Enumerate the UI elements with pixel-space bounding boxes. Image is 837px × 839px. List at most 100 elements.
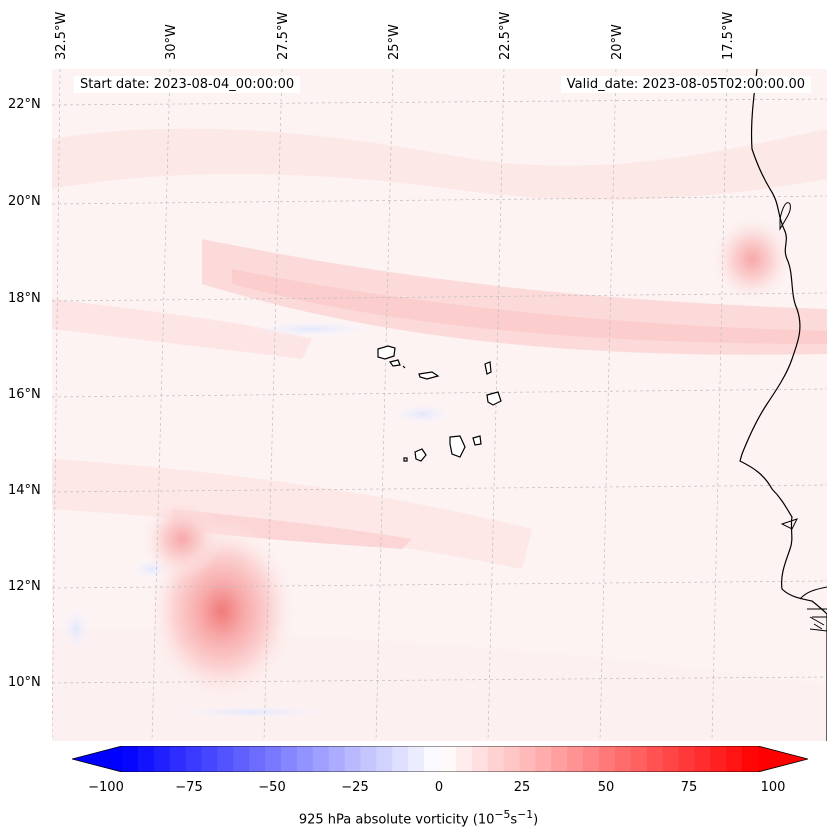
vorticity-max-coast bbox=[712, 217, 792, 301]
colorbar-segment bbox=[281, 746, 298, 772]
colorbar-segment bbox=[742, 746, 759, 772]
vorticity-streak bbox=[172, 509, 412, 549]
colorbar-tick: −25 bbox=[341, 780, 369, 795]
negative-patch bbox=[172, 706, 332, 718]
vorticity-band-north bbox=[52, 128, 827, 200]
colorbar-segment bbox=[233, 746, 250, 772]
lat-label: 14°N bbox=[8, 483, 41, 498]
colorbar-segment bbox=[440, 746, 457, 772]
lon-label: 22.5°W bbox=[498, 11, 513, 60]
lon-label: 17.5°W bbox=[721, 11, 736, 60]
colorbar-segment bbox=[137, 746, 155, 772]
map-panel[interactable] bbox=[52, 69, 827, 741]
island-fogo bbox=[414, 448, 427, 462]
colorbar-segment bbox=[153, 746, 171, 772]
island-santo-antao bbox=[377, 345, 396, 360]
colorbar-segment bbox=[503, 746, 520, 772]
vorticity-band-west bbox=[52, 299, 312, 359]
colorbar-label-exp: −1 bbox=[517, 808, 534, 821]
lat-label: 18°N bbox=[8, 291, 41, 306]
negative-patch bbox=[252, 321, 372, 337]
colorbar-segment bbox=[360, 746, 377, 772]
lat-label: 20°N bbox=[8, 194, 41, 209]
island-boa-vista bbox=[486, 391, 502, 406]
lon-label: 27.5°W bbox=[276, 11, 291, 60]
colorbar-tick: −75 bbox=[175, 780, 203, 795]
lat-label: 12°N bbox=[8, 579, 41, 594]
graticule bbox=[52, 69, 827, 741]
colorbar bbox=[72, 746, 808, 772]
vorticity-band-core bbox=[232, 269, 827, 344]
lon-label: 25°W bbox=[387, 24, 402, 60]
colorbar-extend-low bbox=[72, 746, 122, 772]
island-santa-luzia bbox=[402, 365, 406, 369]
colorbar-segment bbox=[567, 746, 584, 772]
vorticity-lobe bbox=[142, 499, 222, 579]
lat-label: 22°N bbox=[8, 97, 41, 112]
colorbar-segment bbox=[344, 746, 361, 772]
island-brava bbox=[403, 457, 408, 462]
lat-label: 16°N bbox=[8, 387, 41, 402]
colorbar-segment bbox=[710, 746, 727, 772]
colorbar-segment bbox=[551, 746, 568, 772]
vorticity-band-south bbox=[52, 459, 532, 569]
negative-patch bbox=[62, 607, 90, 651]
lat-label: 10°N bbox=[8, 675, 41, 690]
colorbar-segment bbox=[424, 746, 441, 772]
lon-label: 20°W bbox=[610, 24, 625, 60]
colorbar-tick: −100 bbox=[88, 780, 124, 795]
gambia-inlet bbox=[780, 518, 798, 530]
island-maio bbox=[472, 435, 482, 446]
island-sal bbox=[484, 361, 492, 375]
coast-inlet bbox=[779, 202, 791, 231]
colorbar-extend-high bbox=[758, 746, 808, 772]
colorbar-segment bbox=[471, 746, 489, 772]
colorbar-segment bbox=[487, 746, 505, 772]
coast-detail bbox=[799, 586, 827, 600]
colorbar-segment bbox=[408, 746, 425, 772]
vorticity-map bbox=[52, 69, 827, 741]
colorbar-segment bbox=[678, 746, 695, 772]
colorbar-segment bbox=[376, 746, 393, 772]
colorbar-tick: 50 bbox=[597, 780, 615, 795]
colorbar-segment bbox=[201, 746, 218, 772]
africa-coastline bbox=[739, 69, 827, 741]
negative-patch bbox=[392, 404, 452, 424]
colorbar-segment bbox=[726, 746, 743, 772]
lon-label: 30°W bbox=[164, 24, 179, 60]
colorbar-segment bbox=[169, 746, 187, 772]
colorbar-segment bbox=[646, 746, 664, 772]
colorbar-segment bbox=[519, 746, 536, 772]
coast-detail bbox=[809, 616, 827, 632]
colorbar-tick: 75 bbox=[680, 780, 698, 795]
colorbar-tick: 25 bbox=[513, 780, 531, 795]
colorbar-label: 925 hPa absolute vorticity (10−5s−1) bbox=[0, 808, 837, 827]
colorbar-segment bbox=[662, 746, 679, 772]
colorbar-label-text: 925 hPa absolute vorticity (10 bbox=[298, 812, 495, 828]
colorbar-segment bbox=[455, 746, 473, 772]
colorbar-label-exp: −5 bbox=[494, 808, 511, 821]
colorbar-segment bbox=[312, 746, 330, 772]
colorbar-label-unit: s bbox=[510, 812, 518, 828]
island-santiago bbox=[449, 435, 466, 458]
colorbar-segment bbox=[392, 746, 409, 772]
colorbar-tick: 100 bbox=[760, 780, 786, 795]
colorbar-segment bbox=[217, 746, 234, 772]
colorbar-tick: 0 bbox=[434, 780, 444, 795]
colorbar-segment bbox=[630, 746, 648, 772]
colorbar-segment bbox=[249, 746, 266, 772]
colorbar-segment bbox=[328, 746, 346, 772]
colorbar-tick: −50 bbox=[258, 780, 286, 795]
colorbar-segment bbox=[122, 746, 139, 772]
start-date-label: Start date: 2023-08-04_00:00:00 bbox=[74, 76, 301, 93]
colorbar-segment bbox=[614, 746, 632, 772]
colorbar-segment bbox=[296, 746, 314, 772]
colorbar-segment bbox=[185, 746, 202, 772]
bissagos-islands bbox=[807, 608, 827, 630]
lon-label: 32.5°W bbox=[54, 11, 69, 60]
cabo-verde-islands bbox=[377, 345, 502, 462]
island-sao-nicolau bbox=[418, 371, 440, 380]
colorbar-segment bbox=[535, 746, 552, 772]
colorbar-segment bbox=[694, 746, 711, 772]
colorbar-segment bbox=[583, 746, 600, 772]
